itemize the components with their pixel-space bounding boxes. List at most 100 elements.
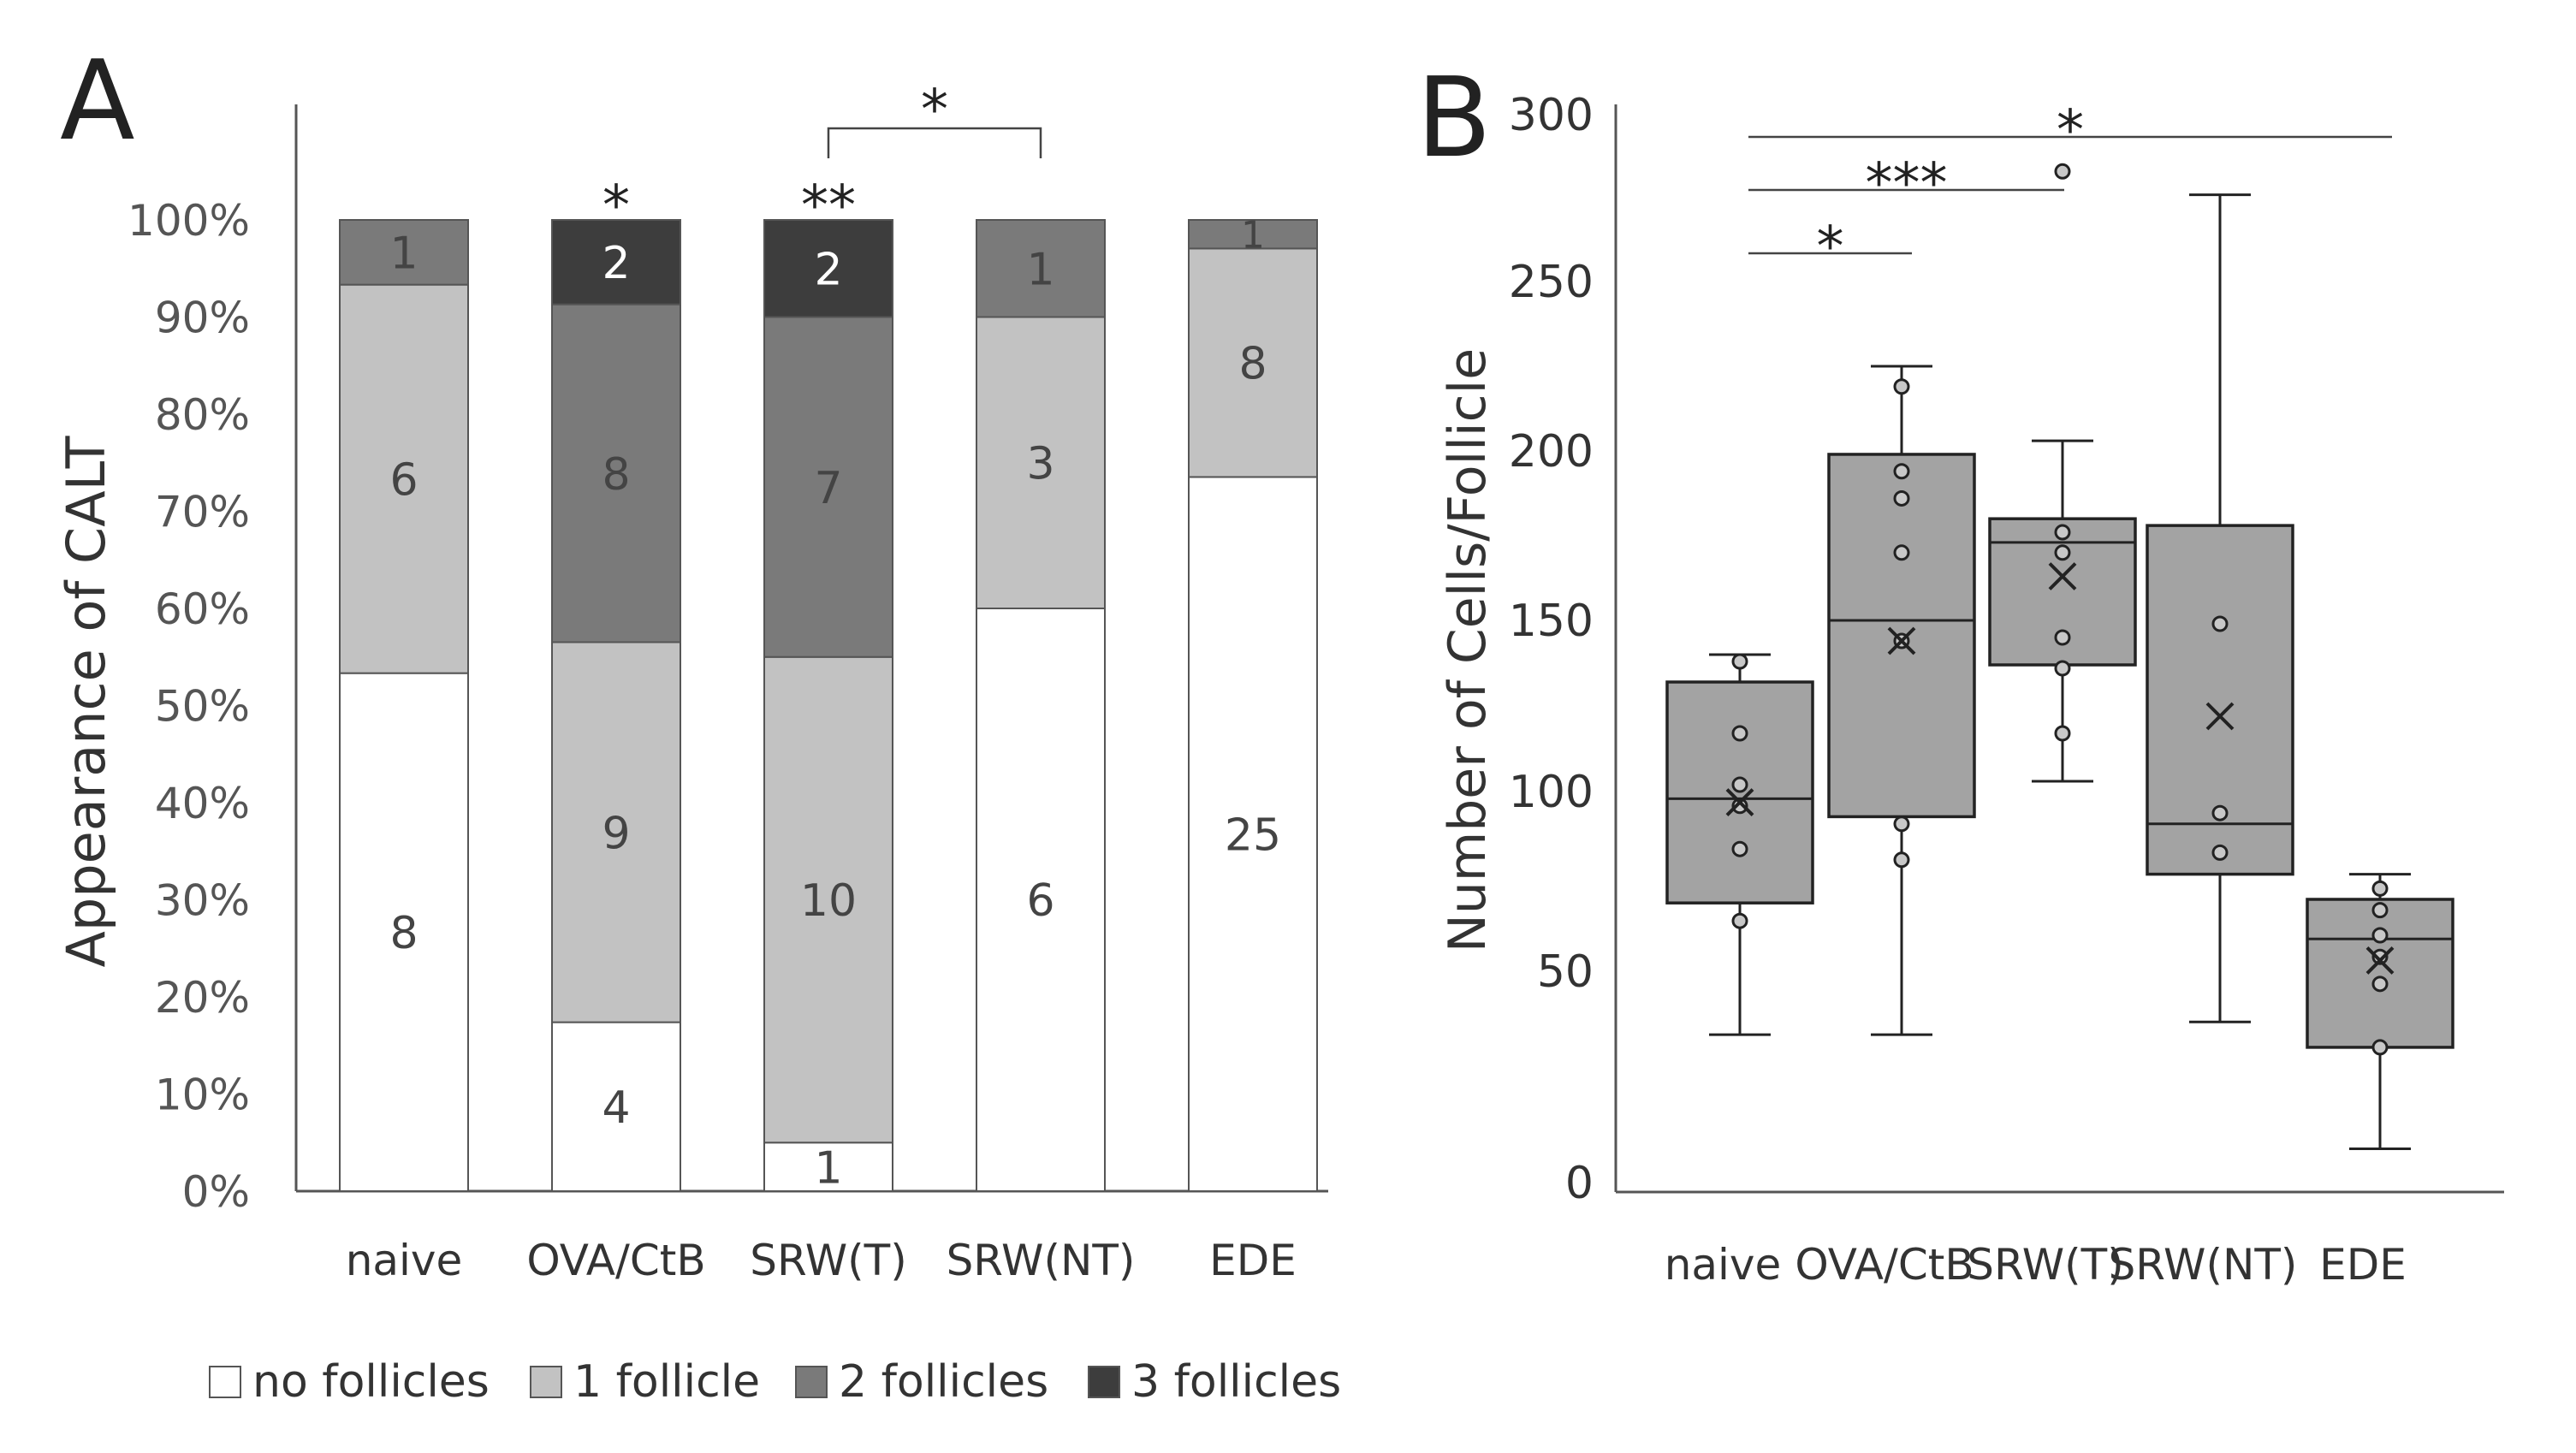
significance-marker: *** <box>1866 152 1948 216</box>
bar-segment-label: 6 <box>389 454 418 506</box>
panel-a-plot: 0% 10% 20% 30% 40% 50% 60% 70% 80% 90% 100% 8 6 1 naiv… <box>128 79 1318 1285</box>
bar-segment <box>976 316 1106 609</box>
legend-swatch <box>209 1366 241 1398</box>
bar-segment <box>1188 219 1318 250</box>
legend-label: 2 follicles <box>839 1356 1048 1408</box>
data-point <box>1893 378 1910 395</box>
data-point <box>2054 163 2071 180</box>
mean-marker <box>2205 702 2235 731</box>
bar-segment <box>976 608 1106 1192</box>
legend-label: 3 follicles <box>1131 1356 1341 1408</box>
panel-a-ytick-label: 90% <box>155 294 250 343</box>
panel-a-ytick-label: 50% <box>155 682 250 732</box>
data-point <box>1731 798 1748 815</box>
panel-a-ytick-label: 70% <box>155 488 250 537</box>
panel-a-ytick-label: 0% <box>182 1167 250 1217</box>
bar-segment-label: 4 <box>602 1082 630 1134</box>
panel-letter-b: B <box>1416 55 1492 182</box>
bar-segment <box>763 1142 893 1192</box>
legend: no follicles 1 follicle 2 follicles 3 folli… <box>209 1356 1341 1408</box>
bar-segment-label: 6 <box>1026 875 1054 927</box>
significance-marker: * <box>921 79 948 142</box>
data-point <box>2054 660 2071 677</box>
data-point <box>2054 524 2071 541</box>
significance-bracket <box>827 127 1042 158</box>
data-point <box>1893 851 1910 869</box>
data-point <box>1893 544 1910 561</box>
panel-b-y-label: Number of Cells/Follicle <box>1438 348 1498 952</box>
panel-a-category-label: naive <box>346 1236 463 1285</box>
bar-segment-label: 8 <box>389 908 418 959</box>
panel-b-ytick-label: 250 <box>1509 257 1594 308</box>
panel-a-category-label: OVA/CtB <box>526 1236 705 1285</box>
panel-b-category-label: EDE <box>2319 1240 2407 1290</box>
panel-a-category-label: EDE <box>1209 1236 1297 1285</box>
panel-a-ytick-label: 10% <box>155 1070 250 1120</box>
bar-segment <box>1188 247 1318 478</box>
bar-segment-label: 9 <box>602 808 630 859</box>
panel-b-category-label: naive <box>1665 1240 1782 1290</box>
significance-marker: * <box>1817 216 1844 279</box>
panel-b-ytick-label: 200 <box>1509 426 1594 477</box>
bar-segment <box>339 672 469 1192</box>
data-point <box>1731 912 1748 929</box>
legend-label: 1 follicle <box>573 1356 760 1408</box>
bar-segment-label: 1 <box>389 228 418 280</box>
bar-segment-label: 2 <box>602 238 630 289</box>
panel-letter-a: A <box>60 38 135 165</box>
bar-segment-label: 2 <box>814 244 842 295</box>
panel-a-y-label: Appearance of CALT <box>55 435 117 967</box>
data-point <box>2054 725 2071 742</box>
bar-segment <box>551 219 681 305</box>
bar-segment-label: 1 <box>1026 244 1054 295</box>
data-point <box>2371 948 2389 965</box>
data-point <box>1731 725 1748 742</box>
mean-marker <box>2365 946 2395 975</box>
panel-b-category-label: OVA/CtB <box>1795 1240 1974 1290</box>
data-point <box>2211 844 2229 861</box>
bar-segment-label: 1 <box>814 1142 842 1194</box>
bar-segment <box>551 1021 681 1192</box>
data-point <box>1893 815 1910 833</box>
panel-a-ytick-label: 80% <box>155 390 250 440</box>
data-point <box>1893 489 1910 507</box>
bar-segment <box>339 219 469 286</box>
box <box>2306 898 2454 1049</box>
panel-a-category-label: SRW(NT) <box>947 1236 1136 1285</box>
panel-a-ytick-label: 30% <box>155 876 250 926</box>
data-point <box>1893 463 1910 480</box>
data-point <box>2371 902 2389 919</box>
data-point <box>2371 1039 2389 1056</box>
bar-segment <box>339 283 469 674</box>
bar-segment <box>763 655 893 1144</box>
bar-segment-label: 8 <box>1238 339 1267 390</box>
bar-segment <box>1188 476 1318 1192</box>
legend-swatch <box>530 1366 562 1398</box>
bar-segment <box>551 303 681 643</box>
panel-b-ytick-label: 150 <box>1509 596 1594 647</box>
data-point <box>2371 927 2389 944</box>
data-point <box>2371 880 2389 897</box>
data-point <box>2211 615 2229 632</box>
significance-marker: * <box>602 175 630 238</box>
box <box>2146 524 2294 876</box>
legend-swatch <box>795 1366 828 1398</box>
data-point <box>2054 544 2071 561</box>
bar-segment <box>763 219 893 318</box>
panel-b-ytick-label: 100 <box>1509 767 1594 818</box>
mean-marker <box>2048 562 2077 590</box>
bar-segment-label: 10 <box>800 875 857 927</box>
data-point <box>2211 804 2229 821</box>
data-point <box>1731 776 1748 793</box>
bar-segment-label: 7 <box>814 463 842 514</box>
bar-segment-label: 3 <box>1026 438 1054 489</box>
panel-a-category-label: SRW(T) <box>750 1236 906 1285</box>
bar-segment-label: 25 <box>1225 810 1281 861</box>
data-point <box>1731 653 1748 670</box>
panel-b-ytick-label: 0 <box>1565 1158 1594 1209</box>
panel-a-ytick-label: 20% <box>155 973 250 1023</box>
bar-segment <box>976 219 1106 318</box>
panel-a-ytick-label: 100% <box>128 196 250 246</box>
bar-segment-label: 1 <box>1241 214 1265 258</box>
